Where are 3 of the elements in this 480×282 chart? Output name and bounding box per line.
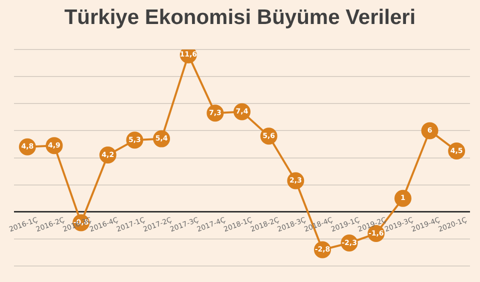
point (394, 190, 412, 207)
point (421, 122, 438, 140)
chart-title: Türkiye Ekonomisi Büyüme Verileri (63, 6, 417, 30)
